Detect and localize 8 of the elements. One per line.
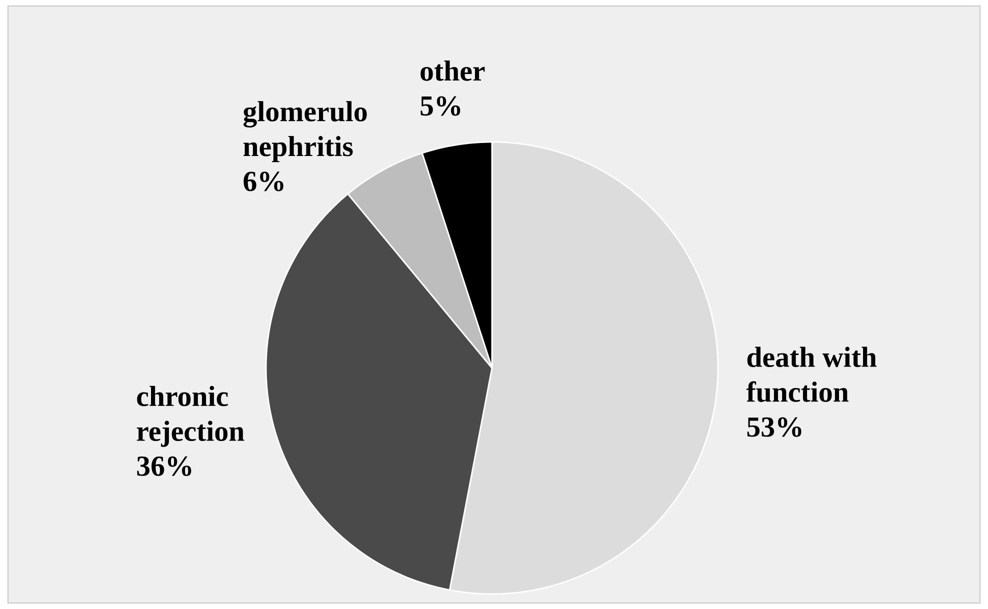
data-label: 36% bbox=[137, 456, 192, 476]
data-label: 53% bbox=[747, 417, 802, 437]
slice-label: death with function bbox=[746, 346, 877, 402]
slice-label: glomerulo nephritis bbox=[243, 101, 367, 162]
data-label: 6% bbox=[244, 172, 284, 192]
data-label: 5% bbox=[420, 96, 460, 116]
slice-label: chronic rejection bbox=[136, 386, 244, 447]
slice-label: other bbox=[420, 60, 485, 81]
